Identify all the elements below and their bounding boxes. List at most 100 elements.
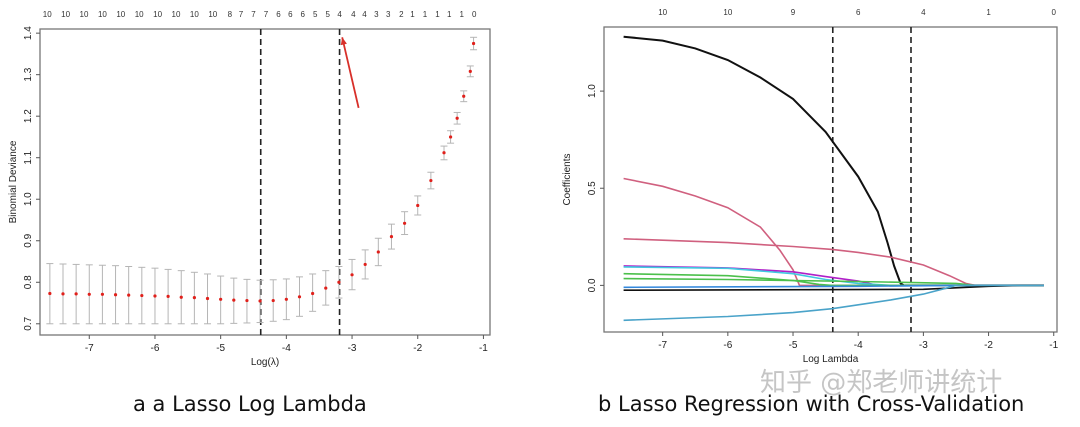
coefficient-path-10 xyxy=(623,284,1044,322)
cv-point xyxy=(258,299,262,303)
top-axis-label: 0 xyxy=(472,10,477,19)
cv-point xyxy=(350,273,354,277)
cv-point xyxy=(205,296,210,301)
coefficient-path-6 xyxy=(623,272,1044,287)
cv-point xyxy=(471,41,476,46)
x-tick-label: -2 xyxy=(413,343,422,354)
x-tick-label: -3 xyxy=(919,340,928,351)
coefficient-path-7 xyxy=(623,277,1044,287)
y-axis-label: Coefficients xyxy=(562,153,573,205)
top-axis-label: 7 xyxy=(264,10,269,19)
y-tick-label: 0.5 xyxy=(587,181,598,195)
cv-point xyxy=(271,298,275,303)
x-tick-label: -7 xyxy=(85,343,94,354)
plot-frame xyxy=(39,28,491,336)
caption-b: b Lasso Regression with Cross-Validation xyxy=(598,392,1025,416)
top-axis-label: 3 xyxy=(374,10,379,19)
x-tick-label: -2 xyxy=(984,340,993,351)
top-axis-label: 3 xyxy=(386,10,391,19)
y-tick-label: 0.9 xyxy=(23,233,34,247)
coefficient-path-2 xyxy=(623,177,1044,287)
top-axis-label: 10 xyxy=(61,10,70,19)
top-axis-label: 1 xyxy=(447,10,452,19)
top-axis-label: 5 xyxy=(326,10,331,19)
cv-point xyxy=(74,292,78,296)
caption-a: a a Lasso Log Lambda xyxy=(133,392,367,416)
y-tick-label: 1.0 xyxy=(23,192,34,206)
cv-point xyxy=(87,292,91,296)
cv-point xyxy=(192,296,196,300)
cv-point xyxy=(448,135,453,139)
top-axis-label: 10 xyxy=(98,10,107,19)
top-axis-label: 1 xyxy=(423,10,428,19)
cv-point xyxy=(127,293,131,297)
top-axis-label: 8 xyxy=(228,10,233,19)
top-axis-label: 10 xyxy=(153,10,162,19)
top-axis-label: 10 xyxy=(190,10,199,19)
arrow-head xyxy=(340,37,347,46)
cv-point xyxy=(100,292,105,296)
cv-point xyxy=(389,234,394,239)
coefficient-path-1 xyxy=(623,35,1044,287)
top-axis-label: 6 xyxy=(276,10,281,19)
cv-point xyxy=(376,250,380,254)
top-axis-label: 10 xyxy=(116,10,125,19)
cv-point xyxy=(324,286,328,290)
panel-0: -7 -6 -5 -4 -3 -2 -10.70.80.91.01.11.21.31.410… xyxy=(8,10,491,368)
watermark: 知乎 @郑老师讲统计 xyxy=(760,368,1003,398)
x-tick-label: -4 xyxy=(282,343,291,354)
cv-point xyxy=(429,178,433,183)
top-axis-label: 4 xyxy=(921,8,926,17)
annotation-arrow xyxy=(341,37,360,109)
top-axis-label: 1 xyxy=(460,10,465,19)
y-tick-label: 0.8 xyxy=(23,275,34,289)
y-tick-label: 0.0 xyxy=(587,278,598,292)
cv-point xyxy=(245,298,249,303)
top-axis-label: 4 xyxy=(351,10,356,19)
y-tick-label: 0.7 xyxy=(23,316,34,330)
cv-point xyxy=(61,292,65,296)
top-axis-label: 10 xyxy=(658,8,667,17)
cv-point xyxy=(179,295,183,299)
top-axis-label: 10 xyxy=(723,8,732,17)
top-axis-label: 5 xyxy=(313,10,318,19)
top-axis-label: 7 xyxy=(239,10,244,19)
top-axis-label: 10 xyxy=(208,10,217,19)
x-tick-label: -3 xyxy=(348,343,357,354)
x-tick-label: -6 xyxy=(723,340,732,351)
top-axis-label: 4 xyxy=(337,10,342,19)
top-axis-label: 10 xyxy=(80,10,89,19)
x-tick-label: -1 xyxy=(1049,340,1058,351)
cv-point xyxy=(455,116,459,120)
y-axis-label: Binomial Deviance xyxy=(8,140,19,223)
coefficient-path-5 xyxy=(623,266,1044,287)
x-tick-label: -5 xyxy=(216,343,225,354)
y-tick-label: 1.1 xyxy=(23,150,34,164)
cv-point xyxy=(363,262,367,267)
top-axis-label: 7 xyxy=(251,10,256,19)
cv-point xyxy=(166,294,170,298)
x-tick-label: -5 xyxy=(789,340,798,351)
top-axis-label: 2 xyxy=(399,10,404,19)
top-axis-label: 10 xyxy=(172,10,181,19)
top-axis-label: 1 xyxy=(435,10,440,19)
x-tick-label: -1 xyxy=(479,343,488,354)
cv-point xyxy=(219,297,223,301)
cv-point xyxy=(402,221,407,225)
x-axis-label: Log(λ) xyxy=(251,357,279,368)
cv-point xyxy=(462,94,466,98)
top-axis-label: 10 xyxy=(43,10,52,19)
cv-point xyxy=(232,298,236,302)
top-axis-label: 1 xyxy=(986,8,991,17)
x-axis-label: Log Lambda xyxy=(803,354,859,365)
y-tick-label: 1.0 xyxy=(587,84,598,98)
y-tick-label: 1.3 xyxy=(23,67,34,81)
top-axis-label: 10 xyxy=(135,10,144,19)
top-axis-label: 6 xyxy=(301,10,306,19)
top-axis-label: 6 xyxy=(288,10,293,19)
top-axis-label: 6 xyxy=(856,8,861,17)
cv-point xyxy=(337,280,341,284)
top-axis-label: 4 xyxy=(362,10,367,19)
